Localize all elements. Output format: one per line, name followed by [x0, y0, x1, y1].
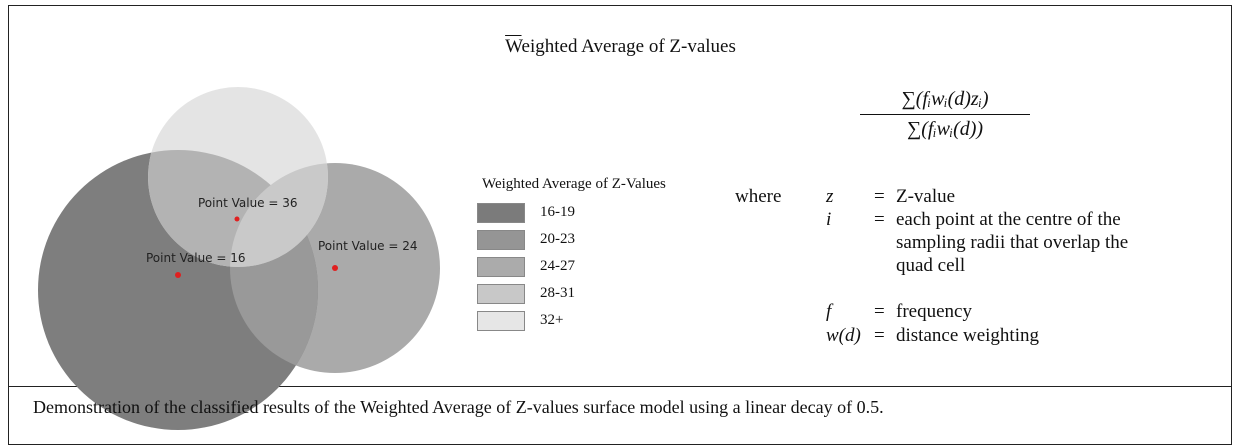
legend-label: 28-31	[540, 285, 575, 301]
equals: =	[874, 209, 885, 230]
symbol: z	[826, 186, 834, 207]
numerator: ∑(fᵢwᵢ(d)zᵢ)	[860, 88, 1030, 115]
definition: Z-value	[896, 186, 956, 207]
point	[175, 272, 181, 278]
formula: ∑(fᵢwᵢ(d)zᵢ) ∑(fᵢwᵢ(d))	[860, 88, 1030, 141]
separator	[8, 386, 1232, 387]
legend-swatch	[477, 311, 525, 331]
caption: Demonstration of the classified results …	[33, 397, 884, 417]
point	[234, 216, 240, 222]
legend-label: 24-27	[540, 258, 575, 274]
denominator: ∑(fᵢwᵢ(d))	[906, 118, 984, 140]
legend-swatch	[477, 203, 525, 223]
point-label: Point Value = 16	[146, 251, 246, 265]
equals: =	[874, 186, 885, 207]
title-text: Weighted Average of Z-values	[505, 36, 736, 57]
equals: =	[874, 301, 885, 322]
legend-label: 20-23	[540, 231, 575, 247]
legend-swatch	[477, 230, 525, 250]
symbol: i	[826, 209, 832, 230]
symbol: f	[826, 301, 832, 322]
title: Weighted Average of Z-values	[0, 36, 1241, 58]
symbol: w(d)	[826, 325, 861, 346]
legend-swatch	[477, 257, 525, 277]
legend-label: 16-19	[540, 204, 575, 220]
point	[332, 265, 338, 271]
definition: each point at the centre of the sampling…	[896, 209, 1129, 276]
legend-title: Weighted Average of Z-Values	[482, 176, 666, 192]
definition: distance weighting	[896, 325, 1039, 346]
page: Weighted Average of Z-values Point Value…	[0, 5, 1241, 445]
equals: =	[874, 325, 885, 346]
where-label: where	[735, 186, 782, 207]
legend-swatch	[477, 284, 525, 304]
map: Point Value = 36 Point Value = 16 Point …	[38, 87, 440, 430]
point-label: Point Value = 24	[318, 239, 418, 253]
point-label: Point Value = 36	[198, 196, 298, 210]
definition: frequency	[896, 301, 972, 322]
legend-label: 32+	[540, 312, 564, 328]
